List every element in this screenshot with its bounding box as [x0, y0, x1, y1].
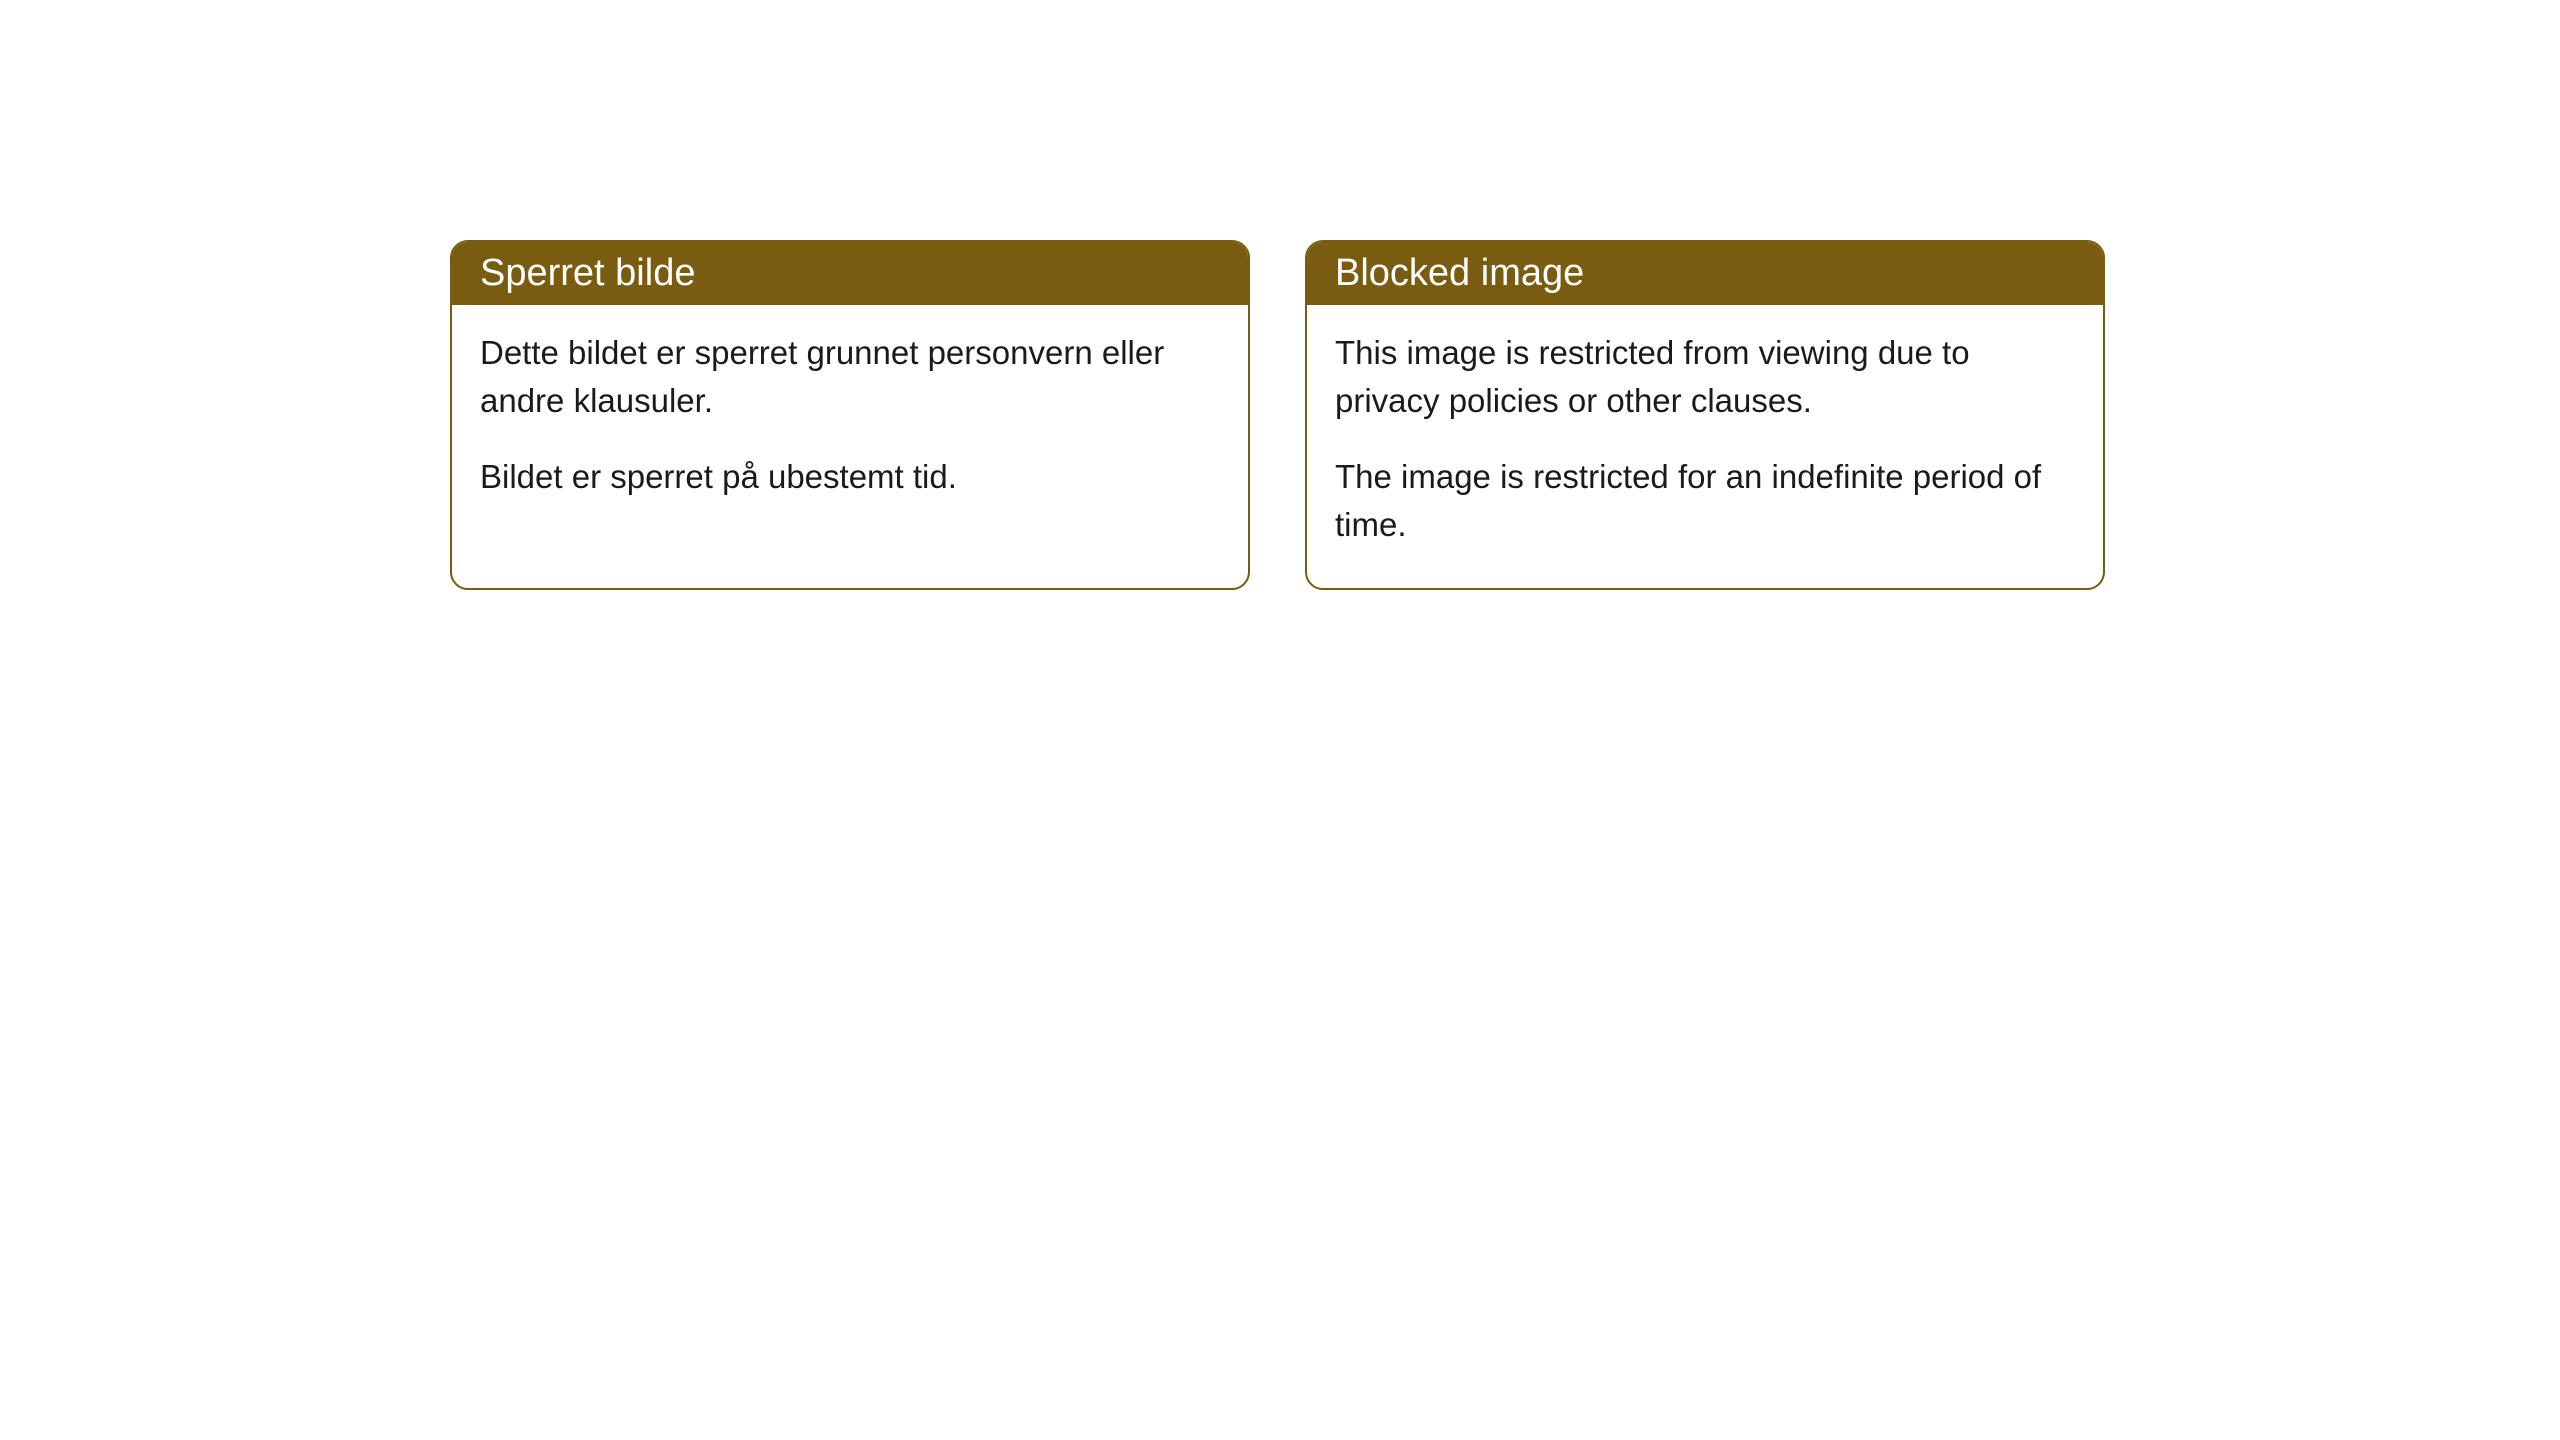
card-header: Blocked image — [1307, 242, 2103, 305]
card-paragraph: Bildet er sperret på ubestemt tid. — [480, 453, 1220, 501]
card-paragraph: This image is restricted from viewing du… — [1335, 329, 2075, 425]
card-paragraph: Dette bildet er sperret grunnet personve… — [480, 329, 1220, 425]
notice-card-norwegian: Sperret bilde Dette bildet er sperret gr… — [450, 240, 1250, 590]
card-header: Sperret bilde — [452, 242, 1248, 305]
notice-cards-container: Sperret bilde Dette bildet er sperret gr… — [450, 240, 2560, 590]
card-title: Sperret bilde — [480, 252, 695, 294]
card-title: Blocked image — [1335, 252, 1584, 294]
card-paragraph: The image is restricted for an indefinit… — [1335, 453, 2075, 549]
card-body: This image is restricted from viewing du… — [1307, 305, 2103, 588]
notice-card-english: Blocked image This image is restricted f… — [1305, 240, 2105, 590]
card-body: Dette bildet er sperret grunnet personve… — [452, 305, 1248, 541]
